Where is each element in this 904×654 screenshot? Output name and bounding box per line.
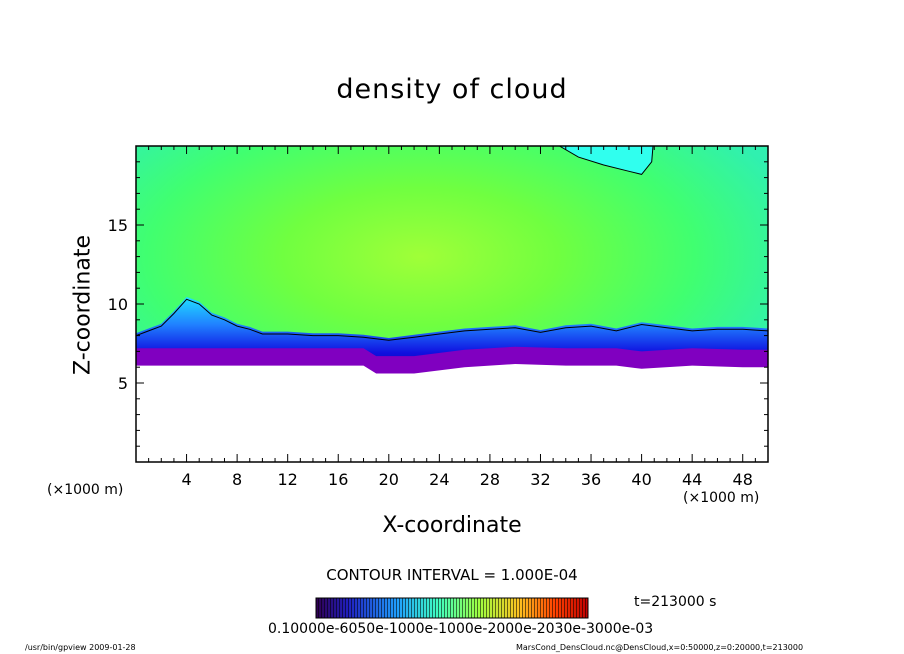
y-tick-label: 10 [108,295,128,314]
colorbar-tick-labels: 0.10000e-6050e-1000e-1000e-2000e-2030e-3… [268,621,654,637]
clear-air-region [136,364,768,462]
x-tick-label: 36 [581,470,601,489]
x-tick-label: 28 [480,470,500,489]
x-tick-label: 44 [682,470,702,489]
x-tick-label: 24 [429,470,449,489]
y-axis-ticks: 5 10 15 [108,161,768,447]
x-tick-label: 40 [631,470,651,489]
colorbar-frame [315,597,589,619]
y-tick-label: 15 [108,216,128,235]
time-label: t=213000 s [634,594,717,610]
y-tick-label: 5 [118,374,128,393]
top-cyan-region [559,146,653,175]
contour-interval-label: CONTOUR INTERVAL = 1.000E-04 [326,566,578,584]
x-tick-label: 48 [733,470,753,489]
x-tick-label: 20 [379,470,399,489]
colorbar [315,597,589,619]
x-tick-label: 12 [278,470,298,489]
colorbar-stripes [316,598,588,618]
cloud-base-purple [136,346,768,375]
y-axis-label: Z-coordinate [70,235,96,375]
contour-line [136,298,768,341]
footer-program-date: /usr/bin/gpview 2009-01-28 [25,643,136,652]
x-tick-label: 32 [530,470,550,489]
contour-line-top [559,146,654,175]
x-tick-label: 4 [181,470,191,489]
x-axis-label: X-coordinate [382,513,522,538]
x-axis-ticks: 4 8 12 16 20 24 28 32 36 40 44 48 [148,146,756,489]
chart-title: density of cloud [336,74,568,105]
x-axis-unit: (×1000 m) [683,490,760,506]
plot-area [136,146,768,462]
x-tick-label: 16 [328,470,348,489]
footer-data-source: MarsCond_DensCloud.nc@DensCloud,x=0:5000… [516,643,804,652]
x-tick-label: 8 [232,470,242,489]
z-axis-unit: (×1000 m) [47,482,124,498]
